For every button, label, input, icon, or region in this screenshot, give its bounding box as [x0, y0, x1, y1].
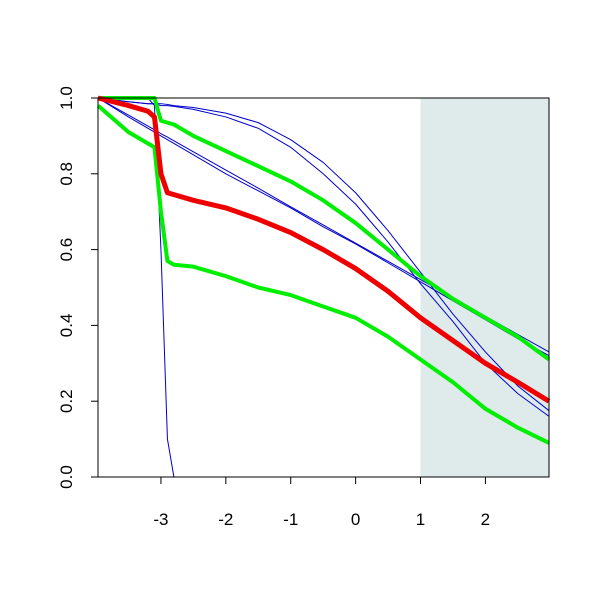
x-tick-label: 2	[481, 510, 490, 529]
shaded-region	[420, 98, 549, 477]
y-tick-label: 0.0	[57, 465, 76, 489]
x-tick-label: 1	[416, 510, 425, 529]
series-line	[98, 97, 175, 478]
y-tick-label: 0.8	[57, 162, 76, 186]
series-line	[96, 104, 550, 445]
x-tick-label: -1	[283, 510, 298, 529]
plot-box	[97, 97, 550, 478]
y-tick-label: 0.6	[57, 238, 76, 262]
series-line	[97, 95, 551, 404]
y-tick-label: 0.2	[57, 389, 76, 413]
x-tick-label: -3	[153, 510, 168, 529]
y-tick-label: 1.0	[57, 86, 76, 110]
x-tick-label: 0	[351, 510, 360, 529]
y-tick-label: 0.4	[57, 314, 76, 338]
x-tick-label: -2	[218, 510, 233, 529]
